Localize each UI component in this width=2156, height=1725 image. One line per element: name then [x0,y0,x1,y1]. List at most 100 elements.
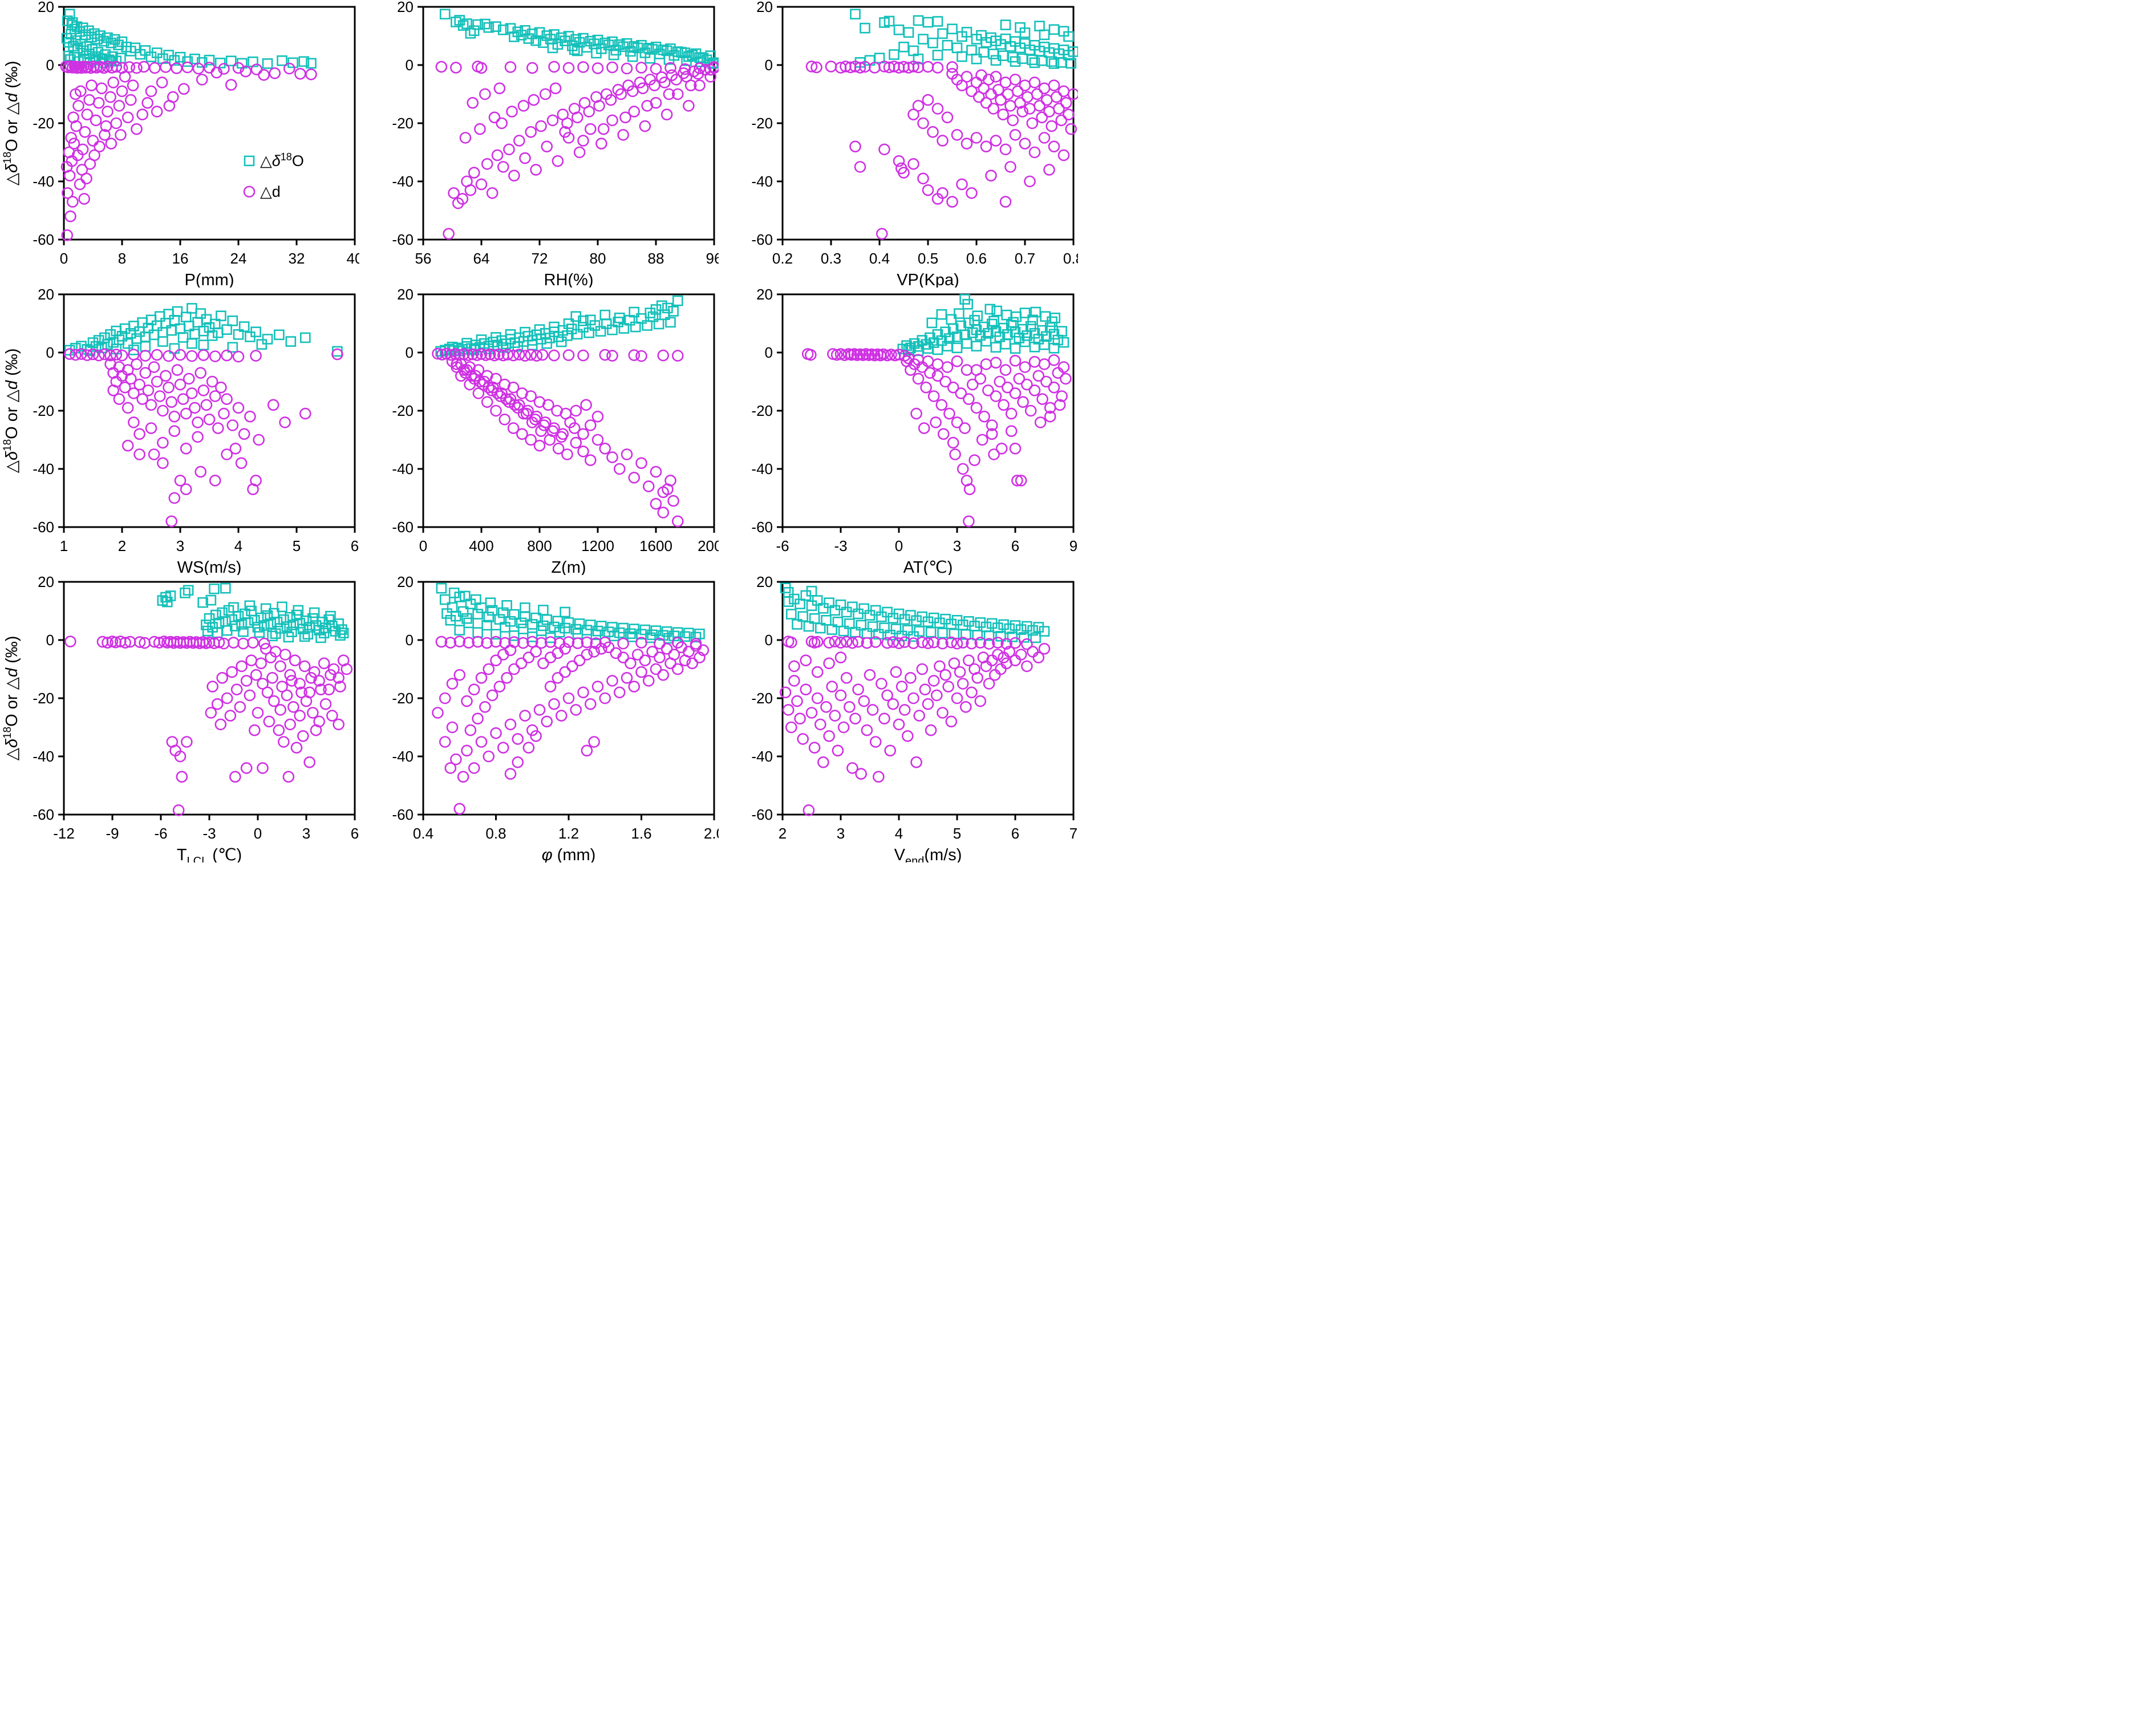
x-tick-label: -9 [106,825,119,842]
y-axis: 20 0 -20 -40 -60 [751,0,783,248]
panel-RH: 56 64 72 80 88 96 20 0 -20 -40 -60 RH(%) [359,0,719,288]
x-axis-title: φ (mm) [542,846,596,862]
scatter-panel-VP: 0.2 0.3 0.4 0.5 0.6 0.7 0.8 20 0 -20 -40 -60 VP(Kpa) [751,0,1078,288]
y-tick-label: -60 [392,519,414,536]
y-tick-label: 20 [397,575,414,590]
dd-points [779,635,1051,816]
x-axis: 0 400 800 1200 1600 2000 [419,527,719,554]
y-tick-label: -60 [392,231,414,248]
legend-label-d18O: △δ18O [260,151,304,169]
y-tick-label: -60 [751,231,773,248]
y-axis-title: △δ18O or △d (‰) [2,349,21,473]
dd-points [432,635,710,815]
y-axis-title: △δ18O or △d (‰) [2,61,21,186]
y-axis: 20 0 -20 -40 -60 [392,288,423,536]
scatter-panel-TLCL: -12 -9 -6 -3 0 3 6 20 0 -20 -40 -60 TLCL (℃) △δ18O or… [2,575,359,862]
panel-Z: 0 400 800 1200 1600 2000 20 0 -20 -40 -60 Z(m) [359,288,719,575]
x-axis: 0.4 0.8 1.2 1.6 2.0 [413,815,719,842]
x-tick-label: 2 [779,825,787,842]
y-tick-label: 20 [397,288,414,303]
x-tick-label: 400 [469,537,493,554]
x-tick-label: 1.2 [558,825,579,842]
scatter-panel-phi: 0.4 0.8 1.2 1.6 2.0 20 0 -20 -40 -60 φ (mm) [392,575,719,862]
x-tick-label: 0.7 [1015,250,1035,267]
x-tick-label: 72 [532,250,548,267]
y-tick-label: -40 [33,173,54,190]
y-tick-label: 20 [38,575,54,590]
y-tick-label: 20 [756,0,773,15]
x-tick-label: 80 [590,250,606,267]
y-tick-label: -40 [751,460,773,477]
x-tick-label: 0.4 [413,825,433,842]
x-tick-label: -3 [834,537,847,554]
panel-VP: 0.2 0.3 0.4 0.5 0.6 0.7 0.8 20 0 -20 -40 -60 VP(Kpa) [719,0,1078,288]
y-tick-label: 0 [406,344,414,361]
x-tick-label: 2.0 [704,825,719,842]
x-tick-label: 0 [419,537,427,554]
scatter-figure-grid: 0 8 16 24 32 40 20 0 -20 -40 -60 P(mm) △δ18O or △d (… [0,0,1078,862]
y-tick-label: -20 [392,690,414,707]
y-tick-label: -60 [33,231,54,248]
y-tick-label: 0 [46,344,54,361]
y-tick-label: -20 [392,115,414,132]
x-tick-label: 0 [254,825,262,842]
x-tick-label: 0.3 [821,250,841,267]
x-tick-label: -6 [154,825,167,842]
scatter-panel-RH: 56 64 72 80 88 96 20 0 -20 -40 -60 RH(%) [392,0,719,288]
y-axis: 20 0 -20 -40 -60 [33,288,64,536]
dd-points [805,60,1078,240]
legend-label-dd: △d [260,183,281,200]
y-tick-label: -20 [751,690,773,707]
scatter-panel-P: 0 8 16 24 32 40 20 0 -20 -40 -60 P(mm) △δ18O or △d (… [2,0,359,288]
d18O-points [436,582,705,644]
y-tick-label: 0 [46,631,54,649]
plot-box [422,293,715,528]
d18O-points [439,9,719,69]
y-axis: 20 0 -20 -40 -60 [392,0,423,248]
y-tick-label: 20 [38,288,54,303]
plot-box [63,6,356,241]
y-tick-label: -60 [392,806,414,823]
x-tick-label: 0.2 [772,250,793,267]
x-tick-label: 7 [1069,825,1077,842]
panel-WS: 1 2 3 4 5 6 20 0 -20 -40 -60 WS(m/s) △δ18O or △d (‰) [0,288,359,575]
dd-points [432,347,684,528]
x-tick-label: 1 [60,537,68,554]
x-axis-title: AT(℃) [903,558,953,575]
x-axis-title: Vend(m/s) [894,846,962,862]
x-tick-label: 3 [953,537,961,554]
x-tick-label: 24 [230,250,247,267]
x-axis: -6 -3 0 3 6 9 [776,527,1077,554]
y-tick-label: -40 [751,173,773,190]
x-tick-label: 6 [351,825,359,842]
x-tick-label: 56 [415,250,432,267]
y-tick-label: 20 [756,575,773,590]
d18O-points [897,294,1069,357]
d18O-points [850,9,1078,69]
x-axis-title: TLCL (℃) [177,846,242,862]
dd-points [64,635,353,816]
x-tick-label: -12 [53,825,75,842]
y-tick-label: -40 [392,748,414,765]
x-tick-label: 800 [527,537,552,554]
x-tick-label: 1.6 [631,825,651,842]
y-axis: 20 0 -20 -40 -60 [33,575,64,823]
x-tick-label: 6 [1011,537,1019,554]
x-tick-label: 16 [172,250,189,267]
x-tick-label: 0.6 [966,250,987,267]
y-tick-label: -60 [751,519,773,536]
x-tick-label: 32 [289,250,305,267]
y-tick-label: -20 [392,402,414,419]
x-tick-label: 0 [895,537,903,554]
x-axis: 1 2 3 4 5 6 [60,527,359,554]
x-tick-label: 2 [118,537,126,554]
scatter-panel-AT: -6 -3 0 3 6 9 20 0 -20 -40 -60 AT(℃) [751,288,1077,575]
x-tick-label: -6 [776,537,789,554]
y-tick-label: -60 [33,806,54,823]
y-axis: 20 0 -20 -40 -60 [751,575,783,823]
y-axis-title: △δ18O or △d (‰) [2,636,21,761]
x-tick-label: 2000 [698,537,719,554]
y-axis: 20 0 -20 -40 -60 [751,288,783,536]
x-axis: 0 8 16 24 32 40 [60,240,359,267]
y-tick-label: 20 [38,0,54,15]
